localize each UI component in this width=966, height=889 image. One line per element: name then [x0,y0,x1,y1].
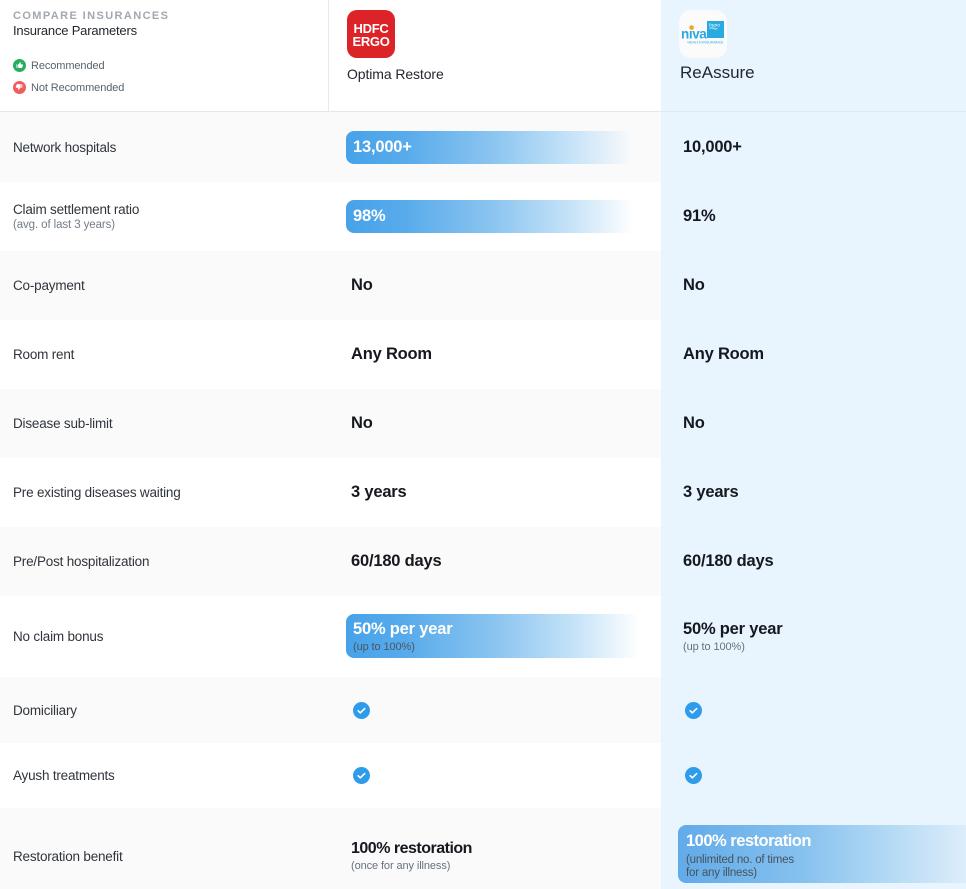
svg-text:HEALTH INSURANCE: HEALTH INSURANCE [688,41,725,45]
svg-text:bupa: bupa [709,23,720,29]
svg-text:nıva: nıva [681,27,707,42]
